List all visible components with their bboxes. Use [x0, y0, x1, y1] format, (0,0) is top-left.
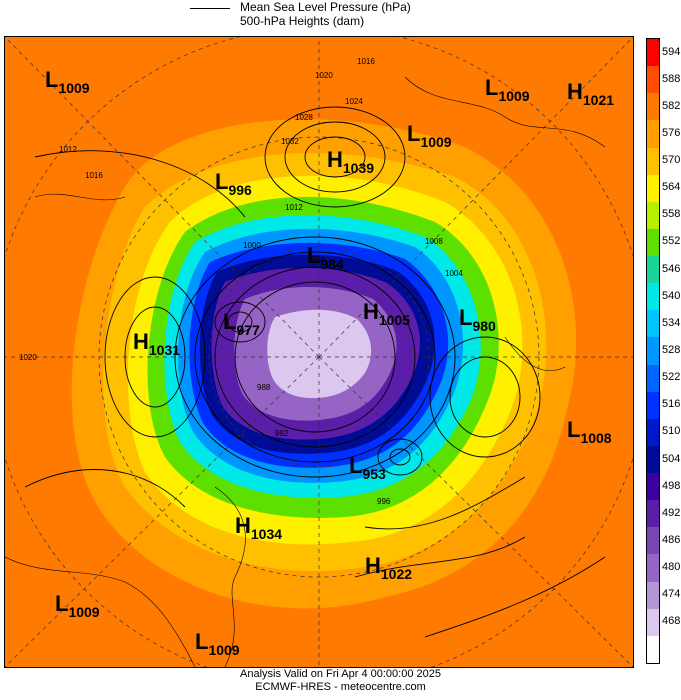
legend-text: Mean Sea Level Pressure (hPa) 500-hPa He… [240, 0, 411, 28]
weather-map: L1009 L1009 H1021 H1039 L1009 L996 L984 … [4, 36, 634, 668]
colorbar-segment [647, 391, 659, 420]
colorbar [646, 38, 660, 664]
colorbar-segment [647, 635, 659, 664]
pressure-system-label: L980 [459, 305, 496, 335]
colorbar-segment [647, 256, 659, 284]
pressure-system-label: L953 [349, 453, 386, 483]
colorbar-label: 576 [662, 126, 681, 139]
pressure-system-label: L1009 [195, 629, 240, 659]
contour-label: 1028 [295, 113, 313, 122]
colorbar-label: 582 [662, 99, 681, 112]
coastlines [5, 76, 606, 667]
valid-time: Analysis Valid on Fri Apr 4 00:00:00 202… [240, 668, 441, 680]
pressure-system-label: L977 [223, 309, 260, 339]
pressure-system-label: L1009 [55, 591, 100, 621]
colorbar-label: 528 [662, 344, 681, 356]
data-source: ECMWF-HRES - meteocentre.com [255, 681, 426, 693]
isobars [24, 106, 606, 638]
colorbar-segment [647, 445, 659, 474]
colorbar-label: 564 [662, 181, 681, 194]
pressure-system-label: L1008 [567, 417, 612, 447]
pressure-system-label: H1005 [363, 299, 411, 329]
pressure-system-label: L996 [215, 169, 252, 199]
colorbar-label: 558 [662, 208, 681, 221]
contour-label: 1012 [59, 145, 77, 154]
lat-lon-grid [5, 37, 633, 667]
pressure-system-label: H1034 [235, 513, 283, 543]
colorbar-label: 492 [662, 506, 681, 519]
colorbar-segment [647, 473, 659, 501]
colorbar-label: 522 [662, 371, 681, 384]
colorbar-segment [647, 228, 659, 257]
colorbar-segment [647, 201, 659, 230]
colorbar-label: 498 [662, 479, 681, 492]
contour-label: 992 [275, 429, 289, 438]
pressure-system-label: H1022 [365, 553, 413, 583]
contour-label: 1016 [85, 171, 103, 180]
pressure-system-label: L1009 [485, 75, 530, 105]
legend-pressure-label: Mean Sea Level Pressure (hPa) [240, 0, 411, 14]
colorbar-label: 486 [662, 533, 681, 546]
colorbar-label: 552 [662, 235, 681, 248]
colorbar-segment [647, 174, 659, 203]
colorbar-segment [647, 337, 659, 366]
legend-heights-label: 500-hPa Heights (dam) [240, 14, 365, 28]
colorbar-segment [647, 554, 659, 583]
pressure-system-label: L1009 [407, 121, 452, 151]
pressure-system-label: H1031 [133, 329, 181, 359]
colorbar-label: 474 [662, 588, 681, 601]
colorbar-label: 540 [662, 289, 681, 302]
colorbar-label: 480 [662, 561, 681, 574]
colorbar-segment [647, 39, 659, 67]
contour-label: 1016 [357, 57, 375, 66]
colorbar-label: 594 [662, 45, 681, 58]
contour-label: 988 [257, 383, 271, 392]
colorbar-segment [647, 527, 659, 555]
contour-label: 984 [311, 255, 325, 264]
colorbar-label: 546 [662, 262, 681, 275]
colorbar-label: 534 [662, 316, 681, 329]
colorbar-segment [647, 364, 659, 393]
contour-label: 996 [377, 497, 391, 506]
contour-label: 1000 [243, 241, 261, 250]
contour-label: 1008 [425, 237, 443, 246]
pressure-system-label: L984 [307, 243, 344, 273]
colorbar-segment [647, 310, 659, 338]
contour-label: 1020 [315, 71, 333, 80]
colorbar-segment [647, 581, 659, 610]
contour-label: 1012 [285, 203, 303, 212]
colorbar-segment [647, 500, 659, 528]
contour-label: 1024 [345, 97, 363, 106]
pressure-legend-line [190, 8, 230, 9]
colorbar-segment [647, 93, 659, 121]
colorbar-label: 468 [662, 615, 681, 628]
colorbar-label: 504 [662, 452, 681, 465]
map-header: Mean Sea Level Pressure (hPa) 500-hPa He… [0, 0, 681, 36]
colorbar-label: 588 [662, 72, 681, 85]
pressure-system-label: L1009 [45, 67, 90, 97]
contour-label: 1004 [445, 269, 463, 278]
colorbar-segment [647, 418, 659, 447]
colorbar-segment [647, 66, 659, 94]
pressure-system-label: H1021 [567, 79, 615, 109]
colorbar-segment [647, 608, 659, 637]
contour-label: 1032 [281, 137, 299, 146]
contour-label: 1020 [19, 353, 37, 362]
pressure-system-label: H1039 [327, 147, 375, 177]
colorbar-segment [647, 147, 659, 176]
colorbar-segment [647, 283, 659, 311]
map-footer: Analysis Valid on Fri Apr 4 00:00:00 202… [0, 668, 681, 694]
colorbar-label: 570 [662, 154, 681, 167]
colorbar-segment [647, 120, 659, 149]
map-canvas [5, 37, 633, 667]
colorbar-label: 516 [662, 398, 681, 411]
colorbar-label: 510 [662, 425, 681, 438]
